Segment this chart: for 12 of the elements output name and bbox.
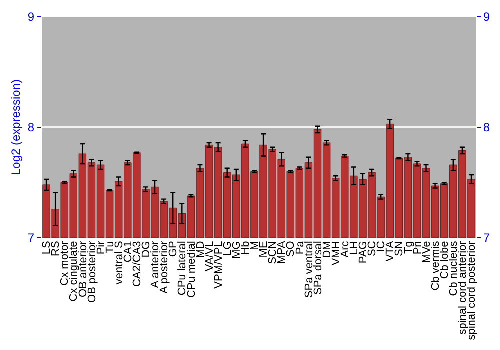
y-tick-label: 7 [28, 231, 35, 246]
x-tick-label: spinal cord posterior [466, 240, 478, 340]
x-tick-label: A posterior [158, 240, 171, 294]
x-tick-label: RS [50, 241, 62, 256]
y2-tick-label: 9 [483, 10, 490, 24]
y-tick-label: 8 [28, 120, 35, 135]
y-tick-label: 9 [28, 10, 35, 24]
x-tick-label: CPu medial [186, 241, 198, 298]
y2-tick-label: 7 [483, 231, 490, 246]
y-axis-title: Log2 (expression) [9, 79, 24, 176]
y2-tick-label: 8 [483, 120, 490, 135]
x-tick-label: MVe [420, 241, 433, 264]
